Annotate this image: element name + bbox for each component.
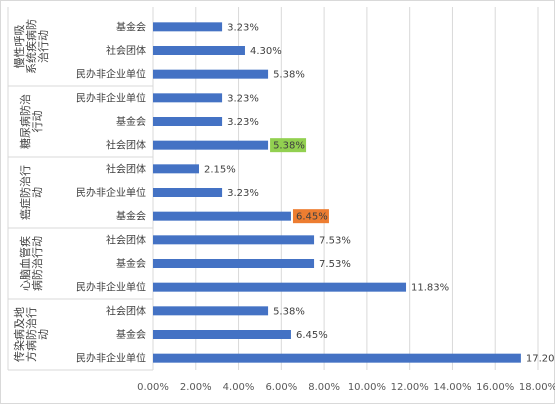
category-label: 基金会 xyxy=(116,210,146,223)
bar xyxy=(153,46,245,55)
bar xyxy=(153,282,407,292)
category-label: 基金会 xyxy=(116,257,146,270)
group-label: 糖尿病防治行动 xyxy=(18,94,44,149)
category-label: 民办非企业单位 xyxy=(76,91,146,104)
category-label: 民办非企业单位 xyxy=(76,186,146,199)
x-tick-label: 16.00% xyxy=(476,382,514,393)
x-tick-label: 6.00% xyxy=(265,382,297,393)
data-label: 2.15% xyxy=(204,164,236,175)
bar xyxy=(153,330,291,339)
category-label: 社会团体 xyxy=(106,139,146,152)
category-label: 民办非企业单位 xyxy=(76,352,146,365)
x-axis-ticks: 0.00% 2.00% 4.00% 6.00% 8.00% 10.00% 12.00% 14.… xyxy=(137,382,555,393)
bar xyxy=(153,69,269,79)
data-label: 17.20% xyxy=(526,354,555,365)
x-tick-label: 12.00% xyxy=(391,382,429,393)
category-label: 基金会 xyxy=(116,328,146,341)
data-label: 3.23% xyxy=(227,188,259,199)
bar xyxy=(153,140,269,150)
group-label: 慢性呼吸系统疾病防治行动 xyxy=(12,19,50,74)
group-labels: 慢性呼吸系统疾病防治行动糖尿病防治行动癌症防治行动心脑血管疾病防治行动传染病及地… xyxy=(12,19,50,362)
data-label: 11.83% xyxy=(411,283,449,294)
data-label: 3.23% xyxy=(227,93,259,104)
category-label: 基金会 xyxy=(116,115,146,128)
group-label: 传染病及地方病防治行动 xyxy=(12,307,50,362)
category-label: 社会团体 xyxy=(106,44,146,57)
bar xyxy=(153,353,521,363)
category-label: 民办非企业单位 xyxy=(76,68,146,81)
bar xyxy=(153,235,315,245)
bar xyxy=(153,164,199,174)
bar xyxy=(153,259,315,268)
group-separators xyxy=(7,7,153,371)
data-label: 5.38% xyxy=(273,141,305,152)
x-tick-label: 4.00% xyxy=(223,382,255,393)
bar xyxy=(153,211,291,221)
data-label-highlight xyxy=(292,209,329,224)
category-label: 社会团体 xyxy=(106,304,146,317)
x-tick-label: 0.00% xyxy=(137,382,169,393)
x-tick-label: 2.00% xyxy=(180,382,212,393)
bar xyxy=(153,306,269,316)
x-tick-label: 10.00% xyxy=(348,382,386,393)
data-label: 6.45% xyxy=(296,212,328,223)
bars: 3.23% 4.30% 5.38% 3.23% 3.23% 5.38% 2.15% 3.23%… xyxy=(153,22,555,365)
data-label: 7.53% xyxy=(319,235,351,246)
data-label: 5.38% xyxy=(273,306,305,317)
x-tick-label: 14.00% xyxy=(433,382,471,393)
data-label-highlight xyxy=(270,138,307,153)
data-label: 7.53% xyxy=(319,259,351,270)
group-label: 心脑血管疾病防治行动 xyxy=(18,236,44,291)
category-label: 社会团体 xyxy=(106,233,146,246)
data-label: 3.23% xyxy=(227,117,259,128)
group-label: 癌症防治行动 xyxy=(18,165,44,220)
gridlines xyxy=(152,7,539,370)
bar xyxy=(153,117,223,126)
category-labels: 基金会社会团体民办非企业单位民办非企业单位基金会社会团体社会团体民办非企业单位基… xyxy=(76,20,146,364)
x-tick-label: 8.00% xyxy=(308,382,340,393)
x-tick-label: 18.00% xyxy=(519,382,555,393)
category-label: 民办非企业单位 xyxy=(76,281,146,294)
bar xyxy=(153,93,223,103)
bar xyxy=(153,188,223,197)
data-label: 5.38% xyxy=(273,70,305,81)
data-label: 3.23% xyxy=(227,22,259,33)
bar xyxy=(153,22,223,32)
category-label: 基金会 xyxy=(116,20,146,33)
data-label: 4.30% xyxy=(250,46,282,57)
category-label: 社会团体 xyxy=(106,162,146,175)
data-label: 6.45% xyxy=(296,330,328,341)
